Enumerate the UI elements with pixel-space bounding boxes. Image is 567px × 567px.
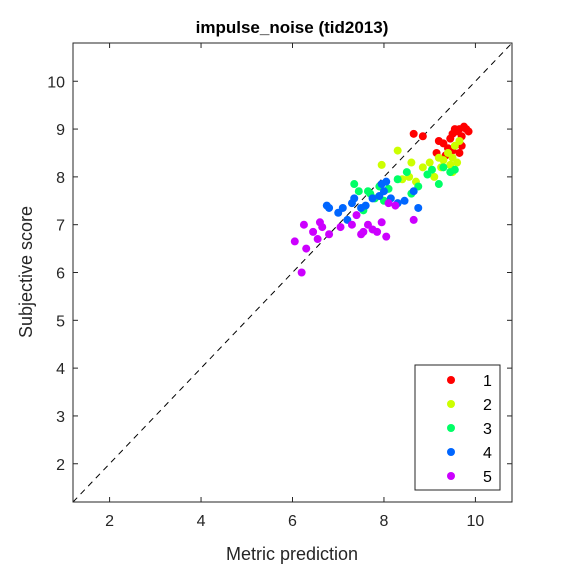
legend-label-3: 3 xyxy=(483,421,492,438)
data-point-series-4 xyxy=(350,194,359,203)
legend-marker-4 xyxy=(447,448,455,456)
data-point-series-2 xyxy=(377,160,386,169)
data-point-series-2 xyxy=(418,163,427,172)
data-point-series-5 xyxy=(302,244,311,253)
reference-line xyxy=(72,42,513,503)
y-axis-label: Subjective score xyxy=(16,206,36,338)
legend-marker-1 xyxy=(447,376,455,384)
data-point-series-4 xyxy=(368,194,377,203)
data-point-series-1 xyxy=(464,127,473,136)
x-tick-label: 2 xyxy=(105,513,114,530)
data-point-series-5 xyxy=(357,230,366,239)
legend-label-4: 4 xyxy=(483,445,492,462)
data-point-series-5 xyxy=(299,220,308,229)
data-point-series-5 xyxy=(315,218,324,227)
legend: 1 2 3 4 5 xyxy=(414,364,501,491)
legend-marker-2 xyxy=(447,400,455,408)
data-point-series-5 xyxy=(309,227,318,236)
x-tick-label: 10 xyxy=(467,513,485,530)
data-point-series-4 xyxy=(414,203,423,212)
legend-label-2: 2 xyxy=(483,397,492,414)
x-axis-label: Metric prediction xyxy=(226,544,358,564)
data-point-series-5 xyxy=(347,220,356,229)
data-point-series-2 xyxy=(453,158,462,167)
data-point-series-1 xyxy=(418,132,427,141)
y-tick-label: 5 xyxy=(56,313,65,330)
data-point-series-2 xyxy=(393,146,402,155)
data-point-series-5 xyxy=(297,268,306,277)
y-tick-label: 9 xyxy=(56,122,65,139)
data-point-series-5 xyxy=(336,223,345,232)
x-tick-label: 4 xyxy=(197,513,206,530)
data-point-series-3 xyxy=(427,165,436,174)
plot-frame xyxy=(72,42,513,503)
data-point-series-3 xyxy=(363,187,372,196)
data-point-series-4 xyxy=(361,201,370,210)
data-point-series-3 xyxy=(434,180,443,189)
legend-marker-5 xyxy=(447,472,455,480)
reference-line-layer xyxy=(72,42,513,503)
legend-label-5: 5 xyxy=(483,469,492,486)
data-point-series-5 xyxy=(325,230,334,239)
y-tick-label: 6 xyxy=(56,266,65,283)
data-point-series-5 xyxy=(290,237,299,246)
data-point-series-4 xyxy=(325,203,334,212)
data-point-series-5 xyxy=(384,199,393,208)
y-tick-label: 2 xyxy=(56,457,65,474)
y-tick-label: 10 xyxy=(47,74,65,91)
data-point-series-1 xyxy=(455,148,464,157)
data-point-series-3 xyxy=(354,187,363,196)
legend-marker-3 xyxy=(447,424,455,432)
data-points-layer xyxy=(290,122,473,277)
data-point-series-3 xyxy=(350,180,359,189)
data-point-series-2 xyxy=(425,158,434,167)
data-point-series-1 xyxy=(409,129,418,138)
x-tick-label: 6 xyxy=(288,513,297,530)
data-point-series-2 xyxy=(439,156,448,165)
y-tick-label: 3 xyxy=(56,409,65,426)
data-point-series-5 xyxy=(382,232,391,241)
data-point-series-5 xyxy=(373,227,382,236)
data-point-series-4 xyxy=(338,203,347,212)
axis-ticks-layer: 2 4 6 8 10 2 3 4 5 6 7 8 9 10 xyxy=(47,43,512,530)
data-point-series-4 xyxy=(379,187,388,196)
chart-title: impulse_noise (tid2013) xyxy=(196,18,389,37)
y-tick-label: 7 xyxy=(56,218,65,235)
data-point-series-4 xyxy=(382,177,391,186)
y-tick-label: 4 xyxy=(56,361,65,378)
legend-label-1: 1 xyxy=(483,373,492,390)
data-point-series-2 xyxy=(430,172,439,181)
data-point-series-4 xyxy=(409,187,418,196)
data-point-series-2 xyxy=(407,158,416,167)
y-tick-label: 8 xyxy=(56,170,65,187)
data-point-series-3 xyxy=(393,175,402,184)
data-point-series-5 xyxy=(313,235,322,244)
data-point-series-5 xyxy=(391,201,400,210)
data-point-series-2 xyxy=(455,137,464,146)
data-point-series-3 xyxy=(402,168,411,177)
data-point-series-5 xyxy=(352,211,361,220)
data-point-series-3 xyxy=(450,165,459,174)
legend-box xyxy=(414,364,501,491)
data-point-series-3 xyxy=(439,163,448,172)
data-point-series-5 xyxy=(377,218,386,227)
data-point-series-4 xyxy=(400,196,409,205)
x-tick-label: 8 xyxy=(380,513,389,530)
data-point-series-5 xyxy=(409,215,418,224)
